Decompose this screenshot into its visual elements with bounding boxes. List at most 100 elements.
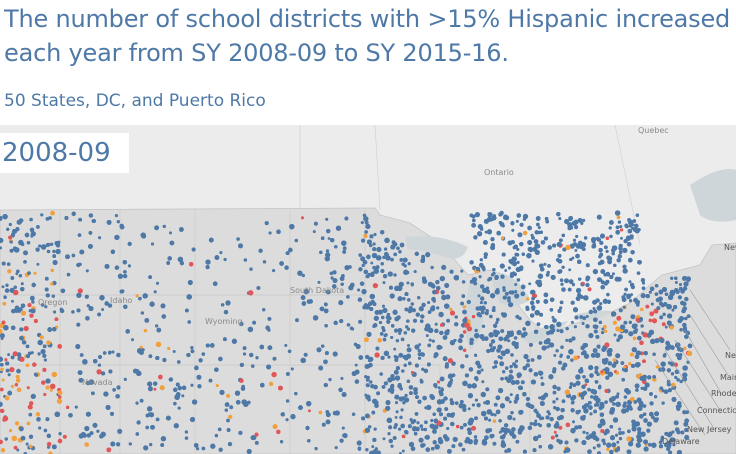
district-dot[interactable] [388,285,393,290]
district-dot[interactable] [395,366,400,371]
district-dot[interactable] [462,318,468,324]
district-dot[interactable] [13,445,18,450]
district-dot[interactable] [621,377,626,382]
district-dot[interactable] [568,279,574,284]
district-dot[interactable] [29,313,34,318]
district-dot[interactable] [133,368,138,374]
district-dot[interactable] [549,416,554,422]
district-dot[interactable] [340,376,344,380]
district-dot[interactable] [386,312,391,317]
district-dot[interactable] [466,299,471,305]
district-dot[interactable] [634,223,639,229]
district-dot[interactable] [508,374,513,379]
district-dot[interactable] [127,241,132,246]
district-dot[interactable] [21,317,25,321]
district-dot[interactable] [285,418,289,422]
district-dot[interactable] [492,419,497,423]
district-dot[interactable] [666,382,672,387]
district-dot[interactable] [641,286,646,291]
district-dot[interactable] [346,295,350,299]
district-dot[interactable] [649,311,655,317]
district-dot[interactable] [0,367,4,372]
district-dot[interactable] [485,387,490,392]
district-dot[interactable] [592,242,596,246]
district-dot[interactable] [464,354,469,358]
district-dot[interactable] [669,289,675,295]
district-dot[interactable] [682,376,688,382]
district-dot[interactable] [492,441,497,446]
district-dot[interactable] [514,379,520,385]
district-dot[interactable] [390,390,394,394]
district-dot[interactable] [427,310,432,314]
district-dot[interactable] [397,285,403,291]
district-dot[interactable] [382,307,388,313]
district-dot[interactable] [41,380,46,385]
district-dot[interactable] [493,323,498,328]
district-dot[interactable] [37,352,41,356]
district-dot[interactable] [540,376,544,380]
district-dot[interactable] [588,405,593,410]
district-dot[interactable] [495,321,499,325]
district-dot[interactable] [523,354,529,360]
district-dot[interactable] [526,253,532,259]
district-dot[interactable] [648,290,652,294]
district-dot[interactable] [432,426,436,430]
district-dot[interactable] [469,337,474,343]
district-dot[interactable] [334,410,340,416]
district-dot[interactable] [463,423,467,427]
district-dot[interactable] [631,419,636,424]
district-dot[interactable] [21,310,27,316]
district-dot[interactable] [7,353,11,357]
district-dot[interactable] [290,367,294,371]
district-dot[interactable] [91,218,96,224]
district-dot[interactable] [664,292,669,296]
district-dot[interactable] [15,374,20,379]
district-dot[interactable] [540,240,546,245]
district-dot[interactable] [445,362,449,366]
district-dot[interactable] [572,420,575,424]
district-dot[interactable] [478,305,484,311]
district-dot[interactable] [628,224,633,228]
district-dot[interactable] [537,226,541,230]
district-dot[interactable] [615,225,620,230]
district-dot[interactable] [27,271,31,275]
district-dot[interactable] [508,259,513,264]
district-dot[interactable] [66,272,71,277]
district-dot[interactable] [596,344,601,349]
district-dot[interactable] [116,220,120,224]
district-dot[interactable] [5,368,10,373]
district-dot[interactable] [459,425,464,430]
district-dot[interactable] [364,337,369,343]
district-dot[interactable] [620,361,625,365]
district-dot[interactable] [618,427,622,431]
district-dot[interactable] [492,267,496,272]
district-dot[interactable] [481,440,488,446]
district-dot[interactable] [111,350,115,354]
district-dot[interactable] [658,444,664,449]
district-dot[interactable] [513,244,518,249]
district-dot[interactable] [679,283,682,286]
district-dot[interactable] [473,435,478,439]
district-dot[interactable] [420,352,424,356]
district-dot[interactable] [655,365,659,369]
district-dot[interactable] [370,272,375,278]
district-dot[interactable] [360,221,364,225]
district-dot[interactable] [492,346,497,350]
district-dot[interactable] [643,439,649,445]
district-dot[interactable] [380,262,384,266]
district-dot[interactable] [320,236,325,240]
district-dot[interactable] [406,319,410,323]
district-dot[interactable] [623,368,628,373]
district-dot[interactable] [646,421,653,427]
district-dot[interactable] [160,443,165,447]
district-dot[interactable] [516,247,520,251]
district-dot[interactable] [438,311,444,318]
district-dot[interactable] [407,424,412,429]
district-dot[interactable] [547,444,554,450]
district-dot[interactable] [564,278,569,284]
district-dot[interactable] [51,294,55,298]
district-dot[interactable] [96,369,102,375]
district-dot[interactable] [642,412,647,416]
district-dot[interactable] [611,251,615,256]
district-dot[interactable] [364,230,368,234]
